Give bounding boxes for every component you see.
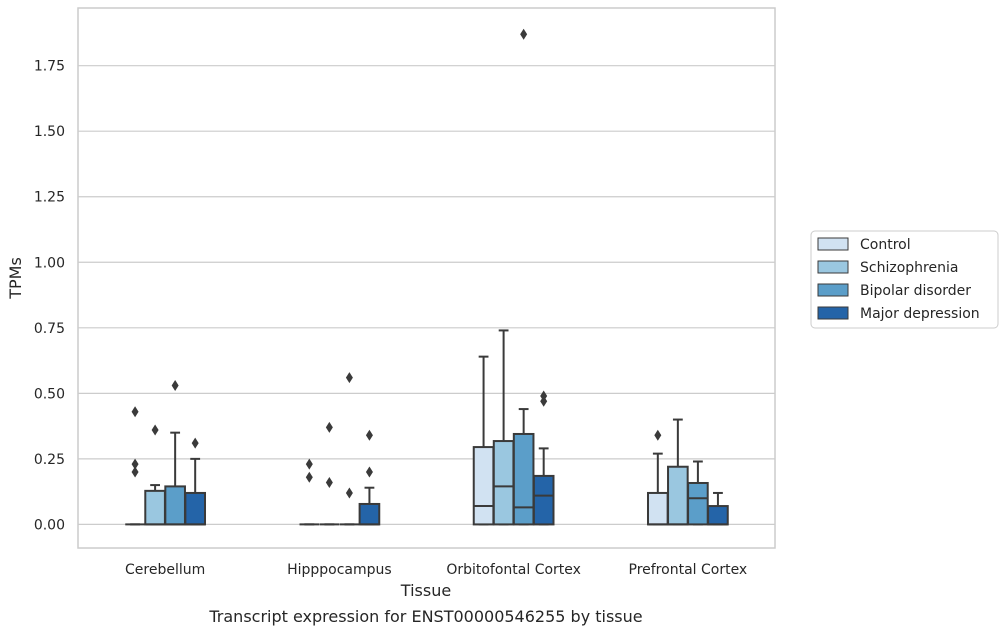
legend-swatch <box>817 306 849 320</box>
x-tick-label: Prefrontal Cortex <box>629 562 748 578</box>
outlier-point <box>520 28 528 40</box>
box <box>687 481 709 526</box>
outlier-point <box>131 406 139 418</box>
box <box>164 485 186 526</box>
x-axis-label: Tissue <box>400 581 451 600</box>
box <box>512 432 535 526</box>
plot-frame <box>77 7 776 549</box>
box <box>358 502 381 526</box>
y-tick-labels: 0.00 0.25 0.50 0.75 1.00 1.25 1.50 1.75 <box>34 59 65 534</box>
outlier-point <box>131 466 139 478</box>
x-tick-label: Orbitofontal Cortex <box>446 562 581 578</box>
y-tick-label: 0.00 <box>34 517 65 533</box>
y-tick-label: 1.25 <box>34 190 65 206</box>
outlier-point <box>305 471 313 483</box>
legend-swatch <box>817 283 849 297</box>
outlier-point <box>325 421 333 433</box>
y-tick-label: 0.75 <box>34 321 65 337</box>
legend-swatch <box>817 237 849 251</box>
outlier-point <box>131 458 139 470</box>
legend: Control Schizophrenia Bipolar disorder Majo… <box>810 230 999 329</box>
legend-label: Major depression <box>860 306 980 322</box>
box-series <box>125 28 729 526</box>
outlier-point <box>191 437 199 449</box>
box <box>532 474 555 526</box>
outlier-point <box>345 487 353 499</box>
x-tick-labels: Cerebellum Hipppocampus Orbitofontal Corte… <box>125 562 747 578</box>
outlier-point <box>365 466 373 478</box>
outlier-point <box>151 424 159 436</box>
outlier-point <box>365 429 373 441</box>
outlier-point <box>325 476 333 488</box>
outlier-point <box>171 379 179 391</box>
x-tick-label: Cerebellum <box>125 562 205 578</box>
box <box>667 465 689 526</box>
legend-label: Bipolar disorder <box>860 283 971 299</box>
series-major-depression <box>184 390 729 526</box>
y-tick-label: 0.25 <box>34 452 65 468</box>
legend-frame <box>810 230 999 329</box>
legend-label: Schizophrenia <box>860 260 958 276</box>
outlier-point <box>345 372 353 384</box>
outlier-point <box>654 429 662 441</box>
box <box>184 491 207 526</box>
legend-label: Control <box>860 237 911 253</box>
legend-swatch <box>817 260 849 274</box>
outlier-point <box>540 395 548 407</box>
chart-caption: Transcript expression for ENST0000054625… <box>208 607 642 626</box>
y-tick-label: 1.75 <box>34 59 65 75</box>
x-tick-label: Hipppocampus <box>287 562 392 578</box>
box <box>646 491 669 526</box>
box <box>472 446 495 526</box>
box <box>144 489 166 526</box>
box <box>707 505 729 526</box>
y-tick-label: 1.00 <box>34 255 65 271</box>
y-axis-label: TPMs <box>6 257 25 300</box>
series-bipolar-disorder <box>164 28 709 526</box>
y-tick-label: 0.50 <box>34 386 65 402</box>
outlier-point <box>305 458 313 470</box>
y-tick-label: 1.50 <box>34 124 65 140</box>
series-schizophrenia <box>144 329 689 526</box>
box <box>492 440 515 526</box>
